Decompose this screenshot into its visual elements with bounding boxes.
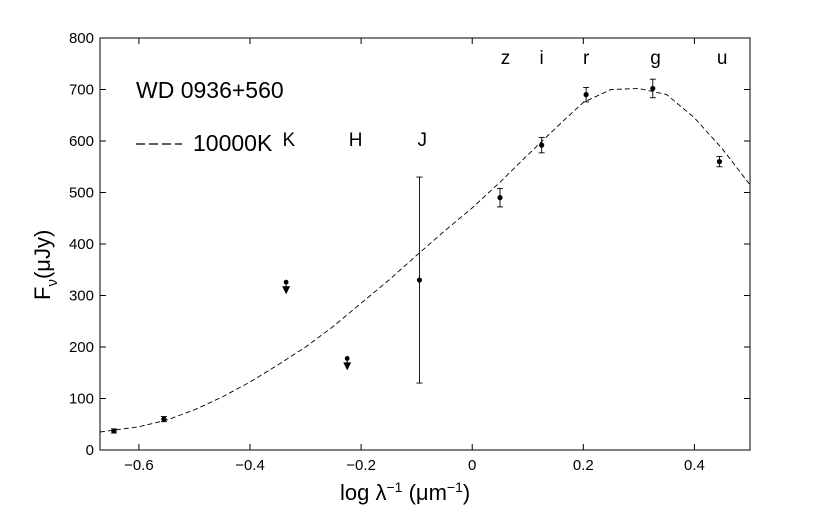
y-tick-label: 500 — [69, 185, 94, 202]
data-point — [650, 85, 656, 92]
y-tick-label: 700 — [69, 82, 94, 99]
band-label-J: J — [417, 130, 427, 151]
x-tick-label: −0.4 — [235, 457, 265, 474]
x-axis-label-close: ) — [463, 480, 470, 505]
model-curve-10000k — [99, 88, 751, 433]
band-label-u: u — [717, 48, 728, 69]
band-labels-layer: K H Jz i r g u — [283, 48, 728, 151]
y-tick-label: 600 — [69, 133, 94, 150]
x-tick-label: −0.2 — [346, 457, 376, 474]
x-axis-label-sup: −1 — [386, 479, 402, 495]
y-axis-label-sub: ν — [44, 279, 61, 287]
y-tick-label: 200 — [69, 339, 94, 356]
y-tick-label: 100 — [69, 391, 94, 408]
y-axis-label-units: (μJy) — [30, 230, 55, 279]
y-tick-label: 0 — [86, 442, 94, 459]
x-tick-label: 0.2 — [573, 457, 594, 474]
data-point — [539, 142, 545, 148]
x-axis-label-units-sup: −1 — [447, 479, 463, 495]
upper-limit-arrow — [343, 362, 352, 371]
y-axis-label: Fν(μJy) — [30, 230, 61, 300]
band-label-K: K — [283, 130, 296, 151]
band-label-i: i — [540, 48, 544, 69]
model-layer — [99, 88, 751, 433]
axis-ticks: −0.6 −0.4 −0.2 0 0.2 0.4 0 100 200 300 400 500 600 70… — [69, 30, 750, 474]
data-point — [583, 92, 589, 98]
data-point — [497, 195, 503, 201]
x-tick-label: −0.6 — [124, 457, 154, 474]
data-point — [416, 277, 423, 283]
data-point — [716, 159, 723, 165]
y-axis-label-main: F — [30, 287, 55, 300]
x-tick-label: 0 — [468, 457, 476, 474]
y-tick-label: 800 — [69, 30, 94, 47]
x-axis-label-units: (μm — [402, 480, 446, 505]
x-tick-label: 0.4 — [684, 457, 705, 474]
legend-entry-10000k: 10000K — [193, 130, 273, 156]
y-tick-label: 400 — [69, 236, 94, 253]
points-layer — [110, 78, 723, 434]
legend-title: WD 0936+560 — [136, 77, 284, 103]
y-tick-label: 300 — [69, 288, 94, 305]
data-point — [161, 416, 167, 422]
x-axis-label: log λ−1 (μm−1) — [340, 479, 470, 505]
x-axis-label-main: log λ — [340, 480, 386, 505]
band-label-z: z — [501, 48, 511, 69]
band-label-r: r — [583, 48, 590, 69]
upper-limit-arrow — [282, 286, 291, 295]
band-label-H: H — [349, 130, 363, 151]
band-label-g: g — [650, 48, 661, 69]
data-point — [111, 428, 117, 434]
